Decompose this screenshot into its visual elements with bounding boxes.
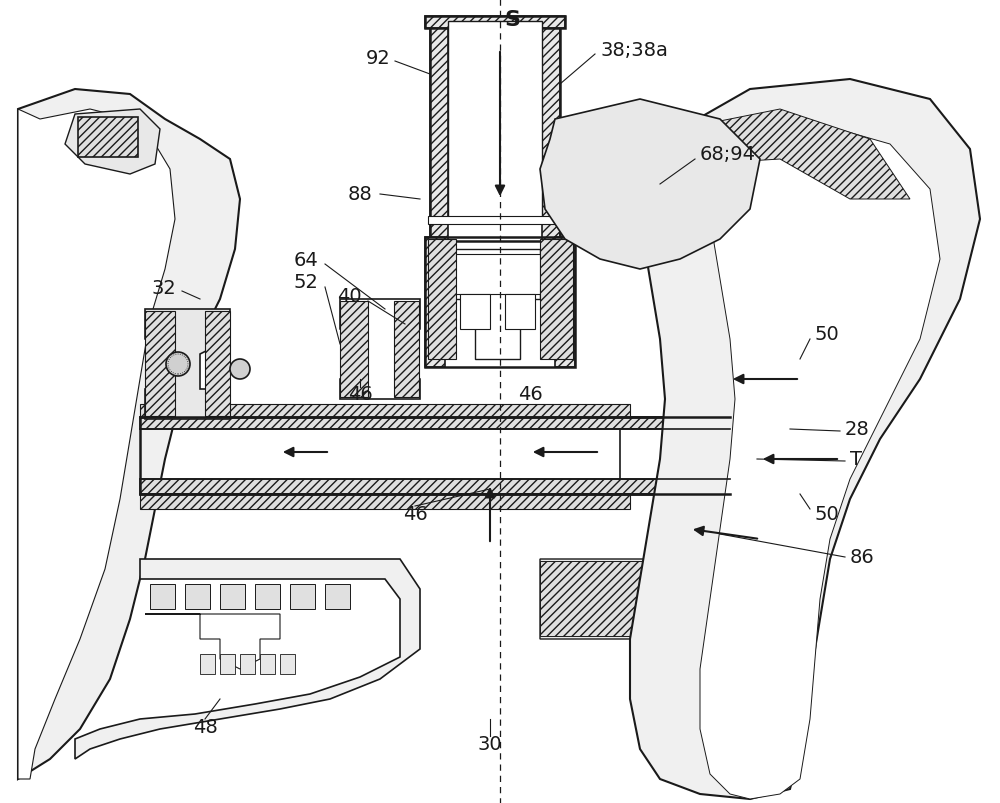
Bar: [448, 22, 542, 222]
Polygon shape: [65, 110, 160, 175]
Text: 92: 92: [365, 48, 390, 67]
Bar: [430, 22, 448, 242]
Bar: [542, 22, 560, 242]
Bar: [78, 118, 138, 158]
Text: 40: 40: [337, 287, 362, 306]
Bar: [665, 495, 765, 540]
Text: 48: 48: [193, 718, 217, 736]
Circle shape: [230, 360, 250, 380]
Text: 46: 46: [518, 385, 542, 404]
Text: 30: 30: [478, 735, 502, 753]
Bar: [200, 654, 215, 675]
Polygon shape: [455, 250, 540, 360]
Text: 50: 50: [815, 505, 840, 524]
Bar: [665, 369, 765, 414]
Bar: [255, 585, 280, 609]
Bar: [455, 255, 540, 295]
Bar: [425, 238, 575, 368]
Bar: [325, 585, 350, 609]
Polygon shape: [630, 80, 980, 799]
Polygon shape: [680, 110, 910, 200]
Text: 86: 86: [850, 548, 875, 567]
Bar: [185, 585, 210, 609]
Polygon shape: [340, 300, 420, 400]
Text: 64: 64: [293, 251, 318, 269]
Bar: [290, 585, 315, 609]
Polygon shape: [690, 124, 940, 799]
Bar: [540, 561, 650, 636]
Bar: [220, 585, 245, 609]
Polygon shape: [75, 560, 420, 759]
Text: 68;94: 68;94: [700, 145, 756, 165]
Text: 32: 32: [151, 278, 176, 297]
Polygon shape: [18, 110, 175, 779]
Bar: [425, 238, 445, 368]
Bar: [505, 295, 535, 329]
Bar: [690, 418, 770, 495]
Bar: [140, 495, 630, 509]
Bar: [665, 369, 765, 414]
Bar: [150, 585, 175, 609]
Bar: [205, 312, 230, 417]
Text: 50: 50: [815, 325, 840, 344]
Bar: [140, 418, 730, 430]
Bar: [425, 17, 565, 29]
Bar: [620, 430, 700, 479]
Text: 46: 46: [403, 505, 427, 524]
Text: 38;38a: 38;38a: [600, 40, 668, 59]
Bar: [140, 479, 730, 495]
Text: 28: 28: [845, 420, 870, 439]
Polygon shape: [540, 100, 760, 270]
Bar: [220, 654, 235, 675]
Bar: [240, 654, 255, 675]
Text: S: S: [504, 10, 520, 30]
Bar: [140, 418, 730, 495]
Circle shape: [166, 353, 190, 377]
Bar: [140, 405, 630, 418]
Bar: [394, 302, 419, 397]
Bar: [145, 312, 175, 417]
Bar: [430, 22, 560, 242]
Polygon shape: [145, 310, 230, 419]
Bar: [280, 654, 295, 675]
Text: 88: 88: [347, 185, 372, 204]
Text: T: T: [850, 450, 862, 469]
Polygon shape: [18, 90, 240, 779]
Polygon shape: [145, 614, 280, 669]
Bar: [540, 240, 573, 360]
Bar: [425, 17, 565, 29]
Bar: [340, 302, 368, 397]
Text: 52: 52: [293, 273, 318, 292]
Bar: [460, 295, 490, 329]
Bar: [555, 238, 575, 368]
Text: 46: 46: [348, 385, 372, 404]
Bar: [428, 240, 456, 360]
Bar: [428, 217, 562, 225]
Bar: [665, 495, 765, 540]
Circle shape: [715, 410, 805, 499]
Bar: [260, 654, 275, 675]
Polygon shape: [540, 560, 665, 639]
